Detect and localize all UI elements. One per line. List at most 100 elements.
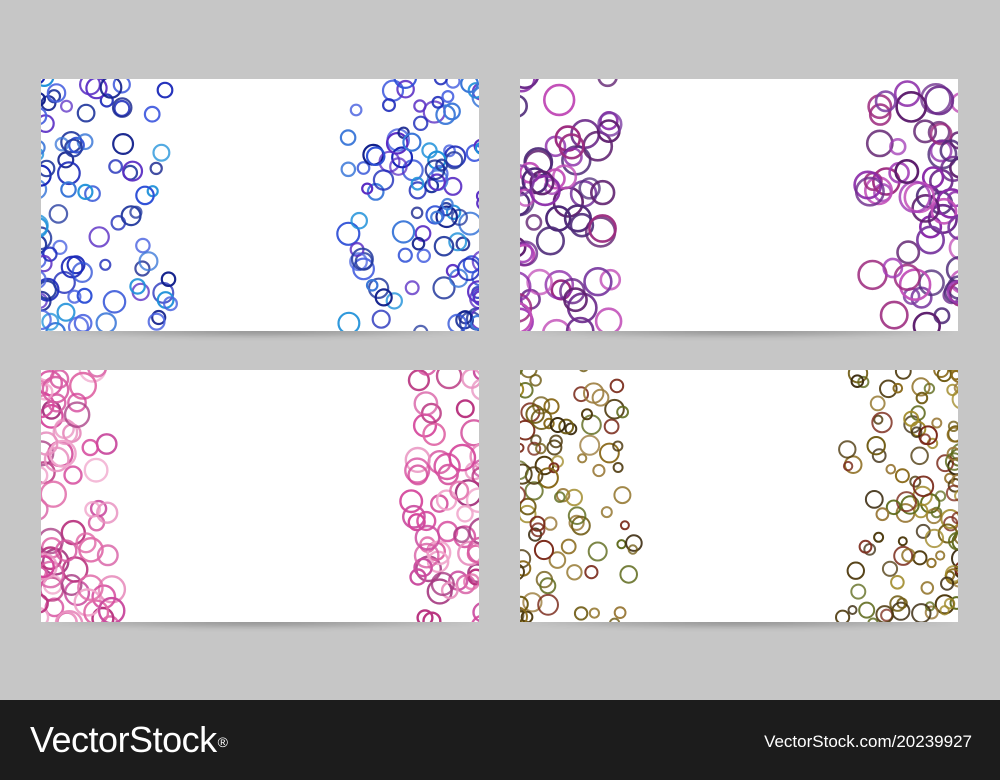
ring xyxy=(64,138,83,158)
ring xyxy=(469,287,479,310)
ring xyxy=(520,608,525,622)
pink-ring-card xyxy=(41,370,479,622)
ring xyxy=(41,593,49,614)
ring xyxy=(953,382,958,394)
ring xyxy=(926,557,937,569)
ring xyxy=(894,468,910,484)
ring xyxy=(60,181,77,198)
ring xyxy=(41,431,59,456)
ring xyxy=(41,380,49,398)
ring xyxy=(951,548,958,569)
ring xyxy=(885,463,897,475)
ring xyxy=(472,370,479,381)
ring xyxy=(411,236,426,251)
ring xyxy=(435,205,458,229)
ring xyxy=(41,107,48,126)
ring xyxy=(63,401,91,428)
ring xyxy=(350,247,374,271)
ring xyxy=(881,560,899,577)
ring xyxy=(88,226,110,248)
ring xyxy=(900,495,920,515)
ring xyxy=(445,79,461,89)
ring xyxy=(76,103,96,123)
ring xyxy=(893,263,921,292)
ring xyxy=(920,581,935,595)
ring xyxy=(46,83,67,103)
ring xyxy=(847,370,869,384)
ring xyxy=(612,462,624,473)
ring xyxy=(60,99,74,113)
ring xyxy=(83,457,109,483)
ring xyxy=(948,531,958,551)
ring xyxy=(933,370,950,378)
ring xyxy=(882,257,904,279)
ring xyxy=(920,82,952,115)
ring xyxy=(151,309,167,326)
ring xyxy=(850,583,867,600)
ring xyxy=(925,508,942,525)
ring xyxy=(404,280,420,296)
ring xyxy=(101,615,119,622)
ring xyxy=(55,610,84,622)
ring xyxy=(445,204,462,221)
ring xyxy=(469,314,479,331)
ring xyxy=(866,436,886,456)
ring xyxy=(875,507,890,522)
ring xyxy=(520,240,539,267)
ring xyxy=(539,577,557,595)
ring xyxy=(389,157,408,176)
ring xyxy=(413,557,433,578)
ring xyxy=(349,103,363,117)
ring xyxy=(520,302,533,331)
ring xyxy=(81,438,99,457)
ring xyxy=(462,255,479,274)
ring xyxy=(459,311,479,331)
business-card-4 xyxy=(520,370,958,629)
ring xyxy=(371,309,391,329)
ring xyxy=(915,391,929,405)
ring xyxy=(627,544,639,555)
ring xyxy=(41,498,49,521)
ring xyxy=(949,157,958,179)
ring xyxy=(554,491,566,503)
ring xyxy=(545,205,572,232)
ring xyxy=(537,593,559,616)
ring xyxy=(41,555,55,579)
ring xyxy=(835,609,851,622)
ring xyxy=(915,225,945,255)
ring xyxy=(589,179,616,206)
ring xyxy=(588,214,617,243)
ring xyxy=(391,146,414,169)
ring xyxy=(96,544,119,567)
ring xyxy=(847,605,858,615)
ring xyxy=(858,601,876,619)
ring xyxy=(87,370,107,378)
ring xyxy=(520,94,528,118)
ring xyxy=(850,374,865,388)
ring xyxy=(946,446,958,461)
ring xyxy=(947,214,958,241)
ring xyxy=(603,418,620,435)
ring xyxy=(898,180,932,214)
ring xyxy=(600,506,613,519)
ring xyxy=(609,617,621,622)
ring xyxy=(565,488,584,507)
ring xyxy=(613,486,632,505)
ring xyxy=(921,166,945,189)
ring xyxy=(520,271,532,302)
ring xyxy=(520,382,525,397)
ring xyxy=(472,602,479,622)
ring xyxy=(432,276,456,300)
ring xyxy=(53,418,75,440)
ring xyxy=(520,497,537,516)
ring xyxy=(76,287,93,304)
ring xyxy=(120,205,142,227)
ring xyxy=(56,302,76,322)
ring xyxy=(909,475,922,488)
ring xyxy=(467,568,479,586)
ring xyxy=(135,237,151,254)
ring xyxy=(599,442,620,464)
ring xyxy=(73,313,93,331)
ring xyxy=(903,410,920,427)
ring xyxy=(573,606,589,621)
